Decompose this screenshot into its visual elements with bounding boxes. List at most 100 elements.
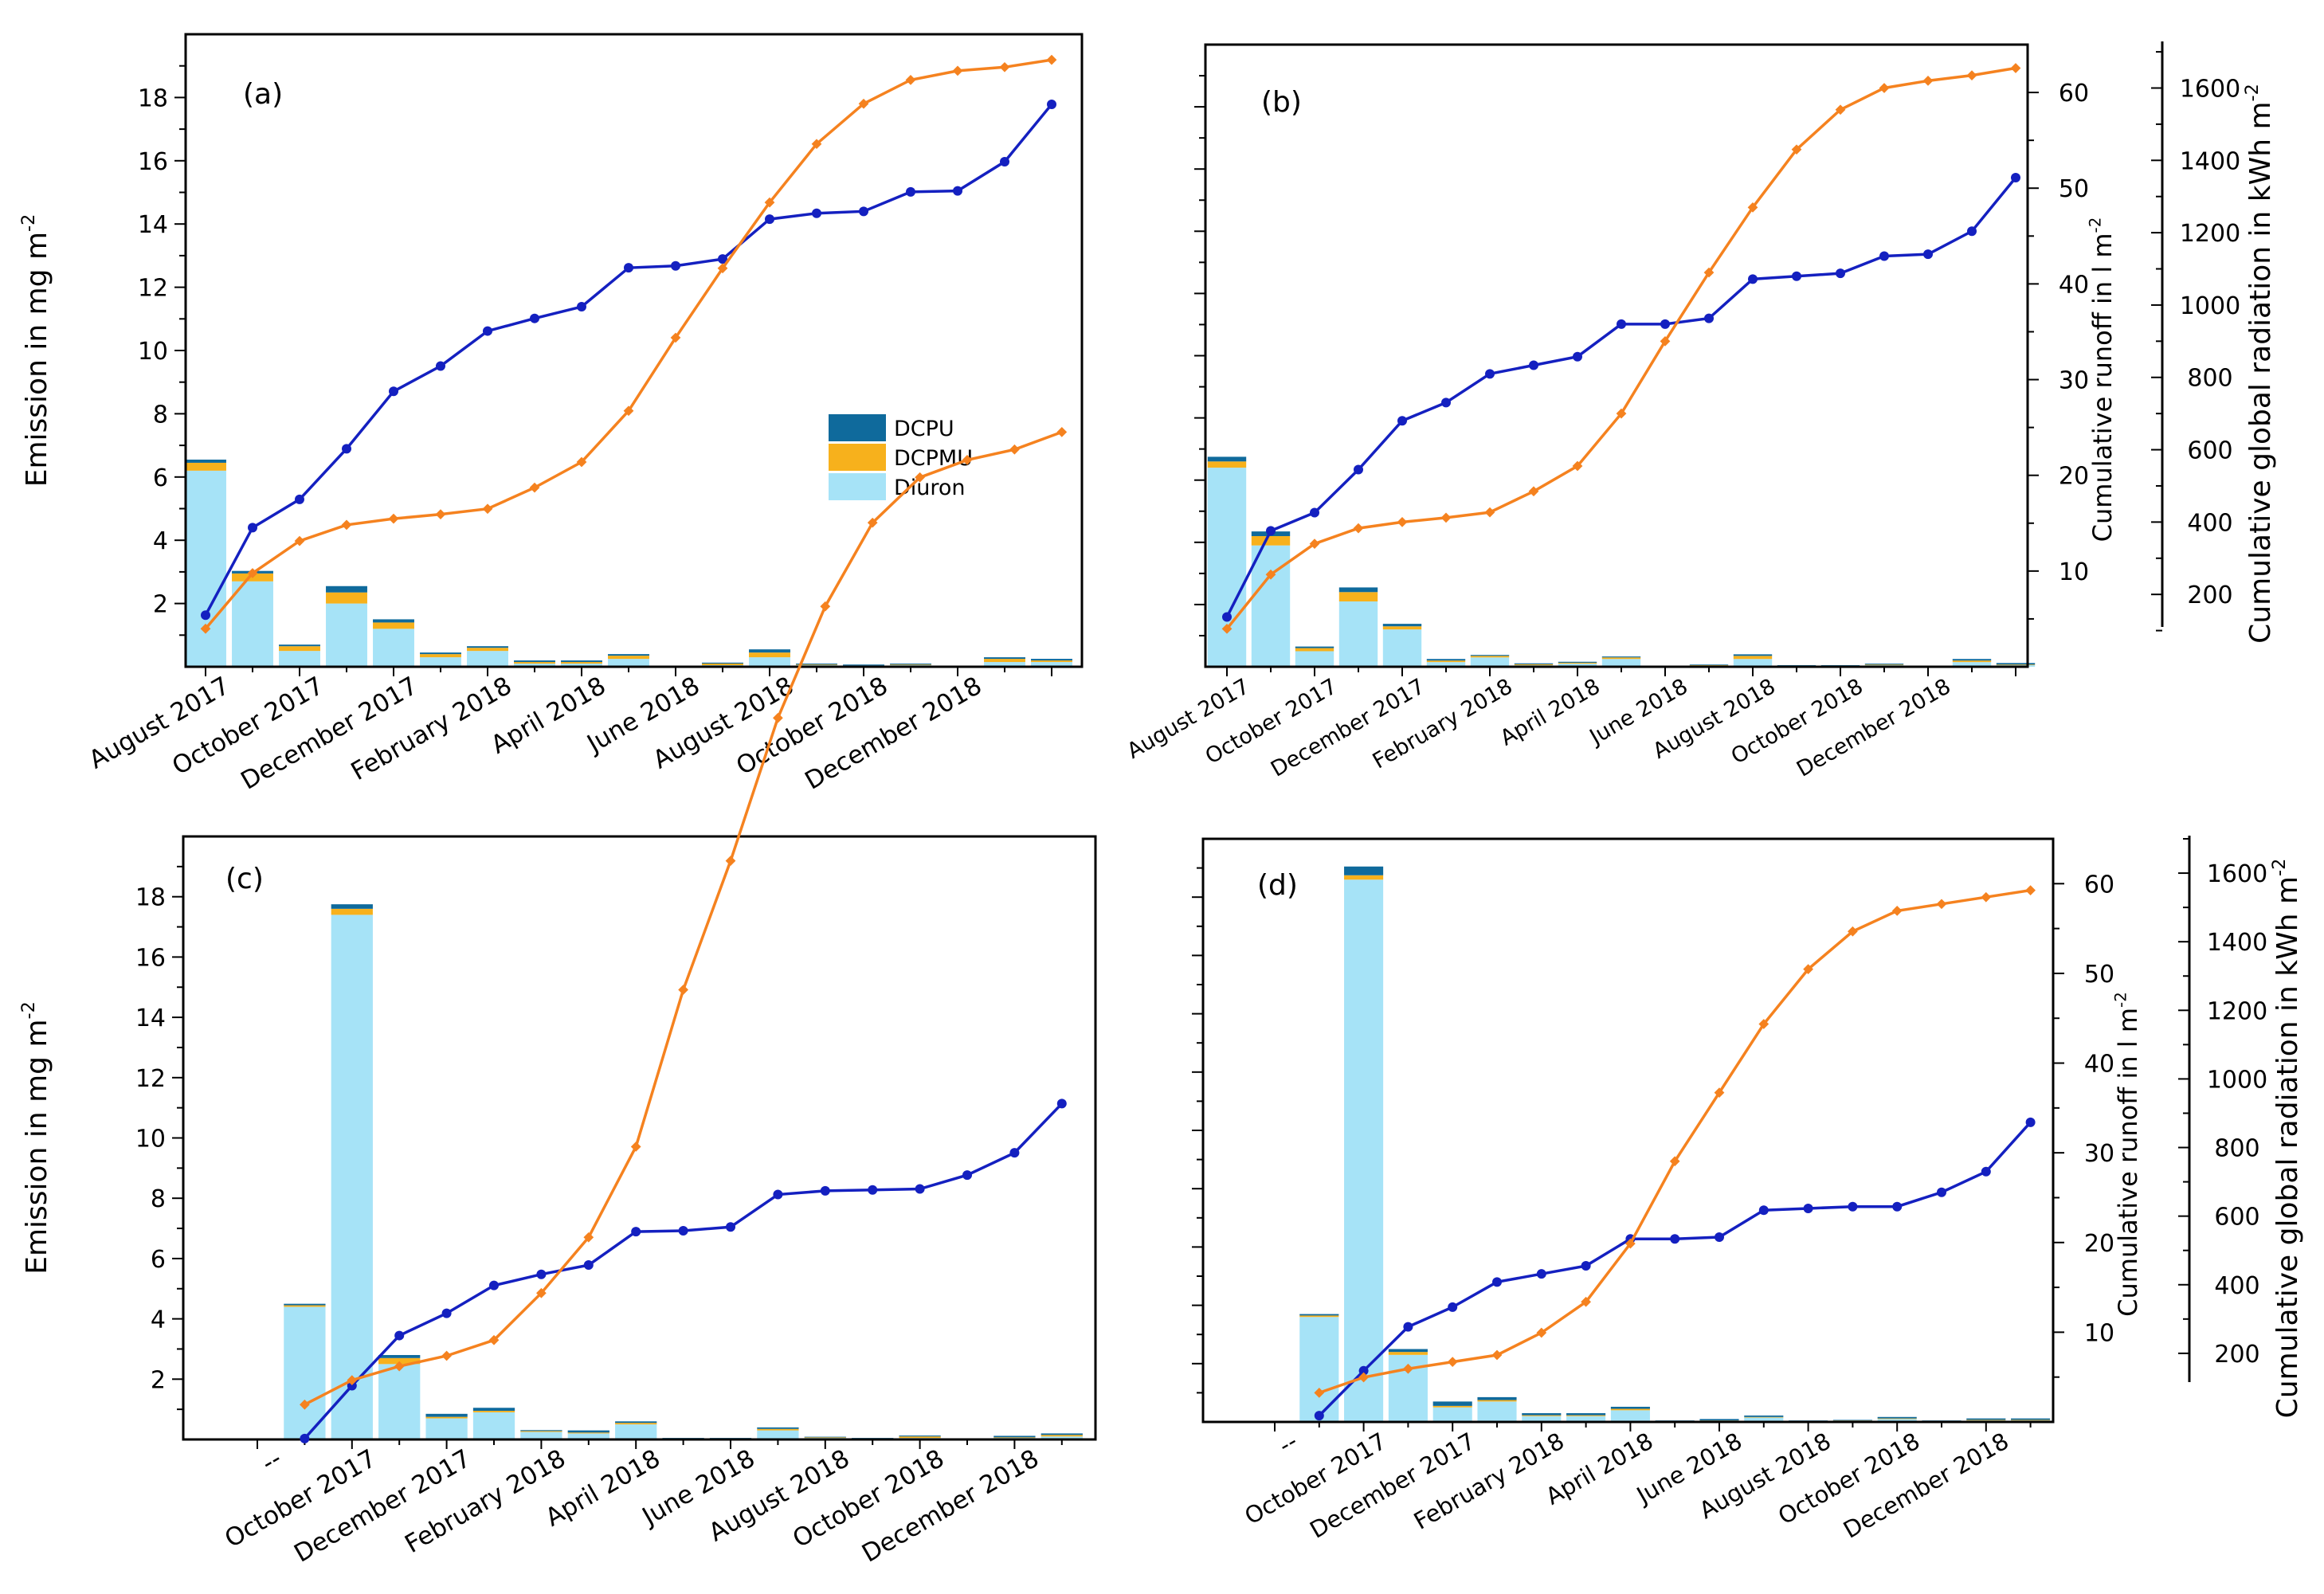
radiation-point [1714, 1087, 1725, 1098]
runoff-tick-label: 60 [2084, 871, 2114, 899]
legend-label-dcpu: DCPU [894, 417, 954, 441]
runoff-point [718, 254, 727, 264]
bar-dcpmu-1 [1299, 1315, 1339, 1318]
x-tick-label: February 2018 [347, 672, 517, 786]
legend-label-dcpmu: DCPMU [894, 446, 973, 471]
runoff-point [394, 1330, 405, 1341]
runoff-point [1836, 268, 1845, 279]
runoff-point [1266, 526, 1276, 536]
bar-dcpu-7 [1566, 1413, 1606, 1416]
y-tick-label: 2 [153, 591, 168, 619]
radiation-point [441, 1350, 452, 1361]
bar-dcpu-5 [420, 652, 461, 655]
bar-diuron-12 [1733, 659, 1773, 667]
panel-label: (d) [1257, 869, 1298, 902]
bar-dcpu-2 [279, 644, 320, 647]
bar-dcpu-14 [1877, 1416, 1917, 1419]
runoff-point [1892, 1201, 1903, 1212]
runoff-point [441, 1308, 452, 1318]
y-tick-label: 4 [153, 527, 168, 555]
radiation-point [2025, 885, 2036, 895]
radiation-point [1747, 202, 1758, 213]
runoff-point [1314, 1411, 1324, 1421]
x-tick-label: February 2018 [400, 1444, 570, 1559]
bar-diuron-6 [520, 1431, 562, 1439]
y-tick-label: 2 [151, 1366, 166, 1394]
x-tick-label: April 2018 [1496, 674, 1605, 750]
bar-dcpu-18 [1996, 663, 2036, 665]
y-tick-label: 4 [151, 1306, 166, 1334]
runoff-point [1848, 1201, 1858, 1212]
runoff-point [1670, 1234, 1680, 1244]
bar-diuron-7 [1566, 1416, 1606, 1422]
y-tick-label: 16 [135, 944, 166, 972]
radiation-point [999, 61, 1010, 72]
runoff-point [201, 610, 210, 621]
runoff-point [1704, 313, 1714, 323]
radiation-point [1484, 507, 1495, 518]
runoff-point [1222, 612, 1232, 622]
radiation-point [341, 519, 352, 531]
runoff-axis-title: Cumulative runoff in l m-2 [2087, 217, 2118, 542]
bar-dcpu-12 [749, 649, 790, 653]
legend-swatch-dcpmu [829, 444, 886, 471]
radiation-tick-label: 1200 [2207, 997, 2267, 1025]
panel-label: (a) [243, 78, 283, 111]
bar-diuron-8 [1610, 1410, 1650, 1422]
bar-dcpmu-11 [1689, 665, 1729, 666]
bar-dcpu-7 [514, 660, 555, 663]
runoff-point [1967, 226, 1977, 237]
bar-dcpmu-2 [279, 646, 320, 652]
bar-dcpmu-3 [1338, 592, 1378, 601]
bar-dcpu-1 [284, 1303, 326, 1306]
runoff-point [295, 494, 304, 504]
bar-dcpu-13 [852, 1438, 894, 1439]
runoff-point [1758, 1205, 1769, 1216]
radiation-point [1536, 1327, 1547, 1338]
radiation-point [1835, 104, 1846, 116]
radiation-point [482, 503, 493, 515]
bar-dcpu-3 [378, 1355, 421, 1358]
radiation-point [1046, 54, 1057, 65]
bar-dcpu-6 [467, 646, 508, 648]
runoff-tick-label: 50 [2059, 175, 2089, 203]
bar-diuron-3 [326, 603, 367, 667]
bar-dcpu-2 [331, 904, 373, 909]
runoff-line [204, 103, 1053, 617]
bar-dcpmu-8 [1610, 1408, 1650, 1411]
bar-dcpmu-15 [890, 664, 931, 666]
runoff-point [1792, 271, 1801, 281]
bar-dcpu-4 [1432, 1401, 1472, 1406]
bar-dcpmu-0 [185, 462, 226, 471]
bar-dcpmu-4 [1432, 1405, 1472, 1408]
radiation-axis-title: Cumulative global radiation in kWh m-2 [2269, 859, 2304, 1419]
radiation-line [304, 430, 1063, 1406]
bar-dcpu-17 [1952, 659, 1992, 661]
bar-dcpu-11 [1689, 664, 1729, 666]
radiation-point [725, 856, 736, 866]
radiation-line [1319, 888, 2031, 1395]
x-tick-label: December 2018 [1839, 1428, 2013, 1544]
runoff-point [1397, 416, 1407, 426]
bar-dcpu-11 [757, 1427, 799, 1429]
radiation-point [1922, 76, 1934, 86]
bar-dcpu-14 [899, 1435, 941, 1437]
bar-diuron-0 [185, 470, 226, 667]
bar-dcpmu-9 [608, 656, 649, 660]
bar-diuron-7 [514, 664, 555, 667]
x-tick-label: February 2018 [1409, 1428, 1569, 1535]
runoff-point [868, 1185, 878, 1195]
bar-dcpu-5 [1477, 1396, 1517, 1400]
y-tick-label: 10 [138, 338, 168, 366]
radiation-axis-title: Cumulative global radiation in kWh m-2 [2242, 84, 2277, 644]
x-tick-label: -- [1274, 1428, 1302, 1459]
runoff-point [530, 313, 539, 323]
y-tick-label: 18 [135, 884, 166, 912]
runoff-point [773, 1189, 783, 1200]
runoff-point [1354, 464, 1363, 475]
radiation-point [773, 712, 783, 723]
bar-dcpu-5 [1426, 659, 1466, 661]
radiation-point [905, 75, 916, 85]
